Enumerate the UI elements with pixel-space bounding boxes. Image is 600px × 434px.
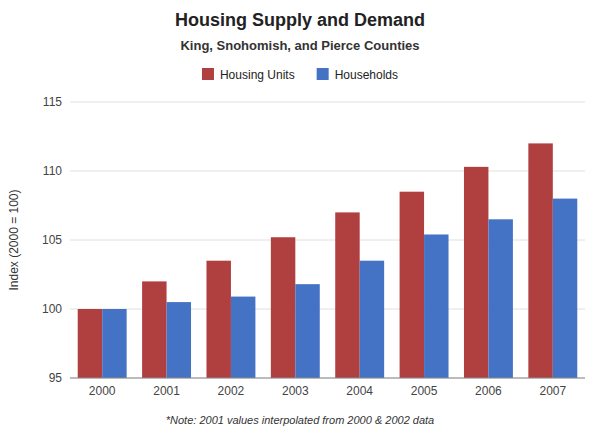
- y-tick-label: 105: [42, 233, 62, 247]
- grid-line: [70, 171, 585, 172]
- y-tick-label: 110: [43, 164, 62, 178]
- y-axis-label: Index (2000 = 100): [7, 189, 21, 290]
- bar: [424, 234, 448, 378]
- bar: [206, 261, 230, 378]
- x-tick-label: 2001: [153, 384, 180, 398]
- y-tick-label: 95: [49, 371, 63, 385]
- bar: [142, 281, 166, 378]
- bar: [295, 284, 319, 378]
- legend-label: Housing Units: [220, 68, 295, 82]
- x-tick-label: 2007: [539, 384, 566, 398]
- y-tick-label: 115: [43, 95, 62, 109]
- bar: [102, 309, 126, 378]
- grid-line: [70, 378, 585, 379]
- bar: [360, 261, 384, 378]
- bar: [464, 167, 488, 378]
- chart: Housing Supply and Demand King, Snohomish…: [0, 0, 600, 434]
- bar: [78, 309, 102, 378]
- bars: [78, 143, 578, 378]
- legend: Housing Units Households: [202, 68, 398, 82]
- x-tick-label: 2006: [475, 384, 502, 398]
- x-tick-label: 2005: [411, 384, 438, 398]
- x-axis-line: [70, 378, 585, 379]
- x-tick-label: 2004: [346, 384, 373, 398]
- legend-label: Households: [335, 68, 398, 82]
- title: Housing Supply and Demand: [175, 10, 425, 30]
- bar: [167, 302, 191, 378]
- bar: [231, 297, 255, 378]
- bar: [271, 237, 295, 378]
- grid-line: [70, 102, 585, 103]
- bar: [528, 143, 552, 378]
- x-tick-label: 2002: [218, 384, 245, 398]
- footnote: *Note: 2001 values interpolated from 200…: [166, 414, 434, 426]
- bar: [488, 219, 512, 378]
- bar: [553, 199, 577, 378]
- y-tick-label: 100: [42, 302, 62, 316]
- bar: [335, 212, 359, 378]
- subtitle: King, Snohomish, and Pierce Counties: [180, 38, 419, 53]
- bar: [400, 192, 424, 378]
- legend-swatch: [317, 68, 329, 80]
- legend-swatch: [202, 68, 214, 80]
- x-tick-label: 2003: [282, 384, 309, 398]
- x-tick-label: 2000: [89, 384, 116, 398]
